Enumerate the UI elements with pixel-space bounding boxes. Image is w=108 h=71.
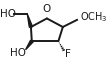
Text: O: O	[43, 4, 51, 14]
Text: HO: HO	[10, 48, 26, 58]
Polygon shape	[27, 14, 33, 27]
Text: F: F	[65, 49, 71, 59]
Text: HO: HO	[0, 9, 16, 19]
Polygon shape	[26, 41, 33, 50]
Text: OCH$_3$: OCH$_3$	[80, 10, 107, 24]
